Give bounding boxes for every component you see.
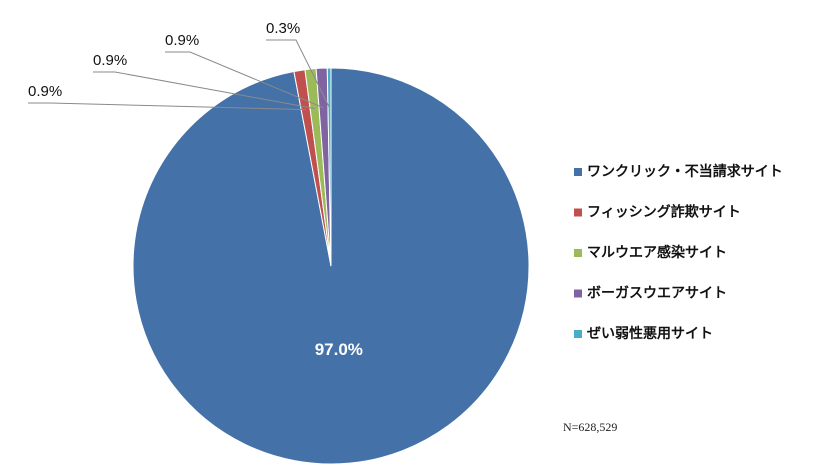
leader-line bbox=[165, 51, 324, 109]
data-labels: 97.0% 0.9% 0.9% 0.9% 0.3% bbox=[28, 20, 363, 359]
data-label: 0.9% bbox=[93, 52, 127, 69]
legend-swatch bbox=[574, 289, 582, 298]
legend-swatch bbox=[574, 330, 582, 338]
leader-line bbox=[266, 39, 330, 108]
legend-label: マルウエア感染サイト bbox=[587, 244, 727, 261]
legend-label: フィッシング詐欺サイト bbox=[587, 204, 741, 221]
legend-label: ぜい弱性悪用サイト bbox=[587, 325, 713, 342]
legend-label: ボーガスウエアサイト bbox=[587, 286, 727, 302]
data-label: 0.9% bbox=[165, 32, 199, 49]
data-label: 0.3% bbox=[266, 20, 300, 37]
data-label: 0.9% bbox=[28, 83, 62, 100]
legend-label: ワンクリック・不当請求サイト bbox=[587, 163, 783, 180]
leader-lines bbox=[28, 39, 330, 111]
legend-swatch bbox=[574, 168, 582, 176]
pie-slices bbox=[132, 67, 530, 465]
data-label: 97.0% bbox=[315, 340, 363, 359]
legend-swatch bbox=[574, 249, 582, 257]
sample-size-note: N=628,529 bbox=[563, 420, 617, 434]
leader-line bbox=[28, 102, 306, 111]
legend: ワンクリック・不当請求サイトフィッシング詐欺サイトマルウエア感染サイトボーガスウ… bbox=[574, 163, 783, 342]
pie-slice bbox=[326, 67, 332, 267]
legend-swatch bbox=[574, 208, 582, 217]
leader-line bbox=[93, 71, 315, 109]
